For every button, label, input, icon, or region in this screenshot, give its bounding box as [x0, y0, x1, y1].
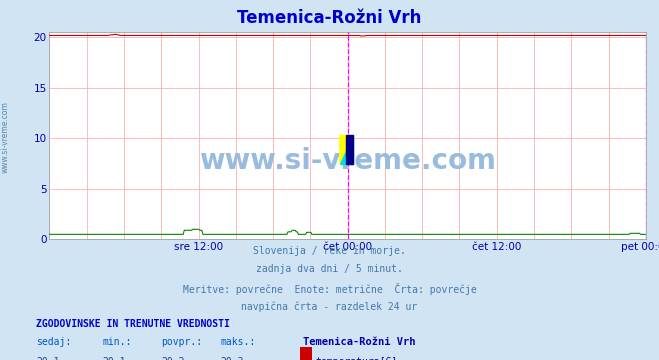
Text: Meritve: povrečne  Enote: metrične  Črta: povrečje: Meritve: povrečne Enote: metrične Črta: … [183, 283, 476, 295]
Text: www.si-vreme.com: www.si-vreme.com [1, 101, 10, 173]
Text: maks.:: maks.: [221, 337, 256, 347]
Text: zadnja dva dni / 5 minut.: zadnja dva dni / 5 minut. [256, 264, 403, 274]
Text: min.:: min.: [102, 337, 132, 347]
Text: temperatura[C]: temperatura[C] [315, 357, 397, 360]
Text: navpična črta - razdelek 24 ur: navpična črta - razdelek 24 ur [241, 302, 418, 312]
Text: Temenica-Rožni Vrh: Temenica-Rožni Vrh [237, 9, 422, 27]
Bar [347, 135, 353, 164]
Text: Temenica-Rožni Vrh: Temenica-Rožni Vrh [303, 337, 416, 347]
Polygon shape [340, 135, 353, 164]
Text: sedaj:: sedaj: [36, 337, 71, 347]
Text: 20,2: 20,2 [161, 357, 185, 360]
Text: 20,1: 20,1 [36, 357, 60, 360]
Polygon shape [340, 135, 353, 164]
Text: povpr.:: povpr.: [161, 337, 202, 347]
Text: 20,3: 20,3 [221, 357, 244, 360]
Text: www.si-vreme.com: www.si-vreme.com [199, 147, 496, 175]
Text: ZGODOVINSKE IN TRENUTNE VREDNOSTI: ZGODOVINSKE IN TRENUTNE VREDNOSTI [36, 319, 230, 329]
Text: Slovenija / reke in morje.: Slovenija / reke in morje. [253, 246, 406, 256]
Text: 20,1: 20,1 [102, 357, 126, 360]
